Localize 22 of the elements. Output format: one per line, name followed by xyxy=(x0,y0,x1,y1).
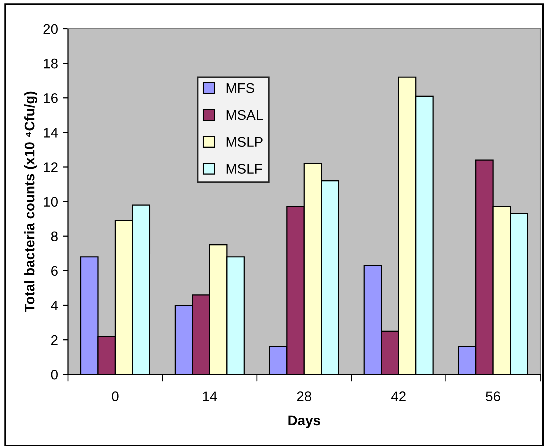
y-tick-label: 4 xyxy=(51,300,58,311)
x-axis-title: Days xyxy=(288,416,320,428)
y-tick-label: 18 xyxy=(44,58,58,69)
x-tick-label: 0 xyxy=(112,392,119,402)
legend-label: MSLP xyxy=(226,137,263,148)
x-tick-label: 28 xyxy=(297,392,312,402)
y-tick-label: 0 xyxy=(51,370,58,380)
y-tick-label: 20 xyxy=(44,24,58,34)
y-tick-label: 6 xyxy=(52,266,58,276)
x-tick-label: 42 xyxy=(391,392,406,402)
y-tick-label: 14 xyxy=(44,128,58,138)
y-tick-label: 2 xyxy=(52,335,58,346)
x-tick-label: 56 xyxy=(486,392,500,402)
legend-label: MFS xyxy=(226,83,254,94)
y-tick-label: 16 xyxy=(44,93,58,104)
x-tick-label: 14 xyxy=(203,392,218,402)
y-axis-title: Total bacteria counts (x10 ⁴Cfu/g) xyxy=(24,92,38,312)
y-tick-label: 12 xyxy=(44,162,58,172)
legend-label: MSLF xyxy=(226,164,262,174)
y-tick-label: 10 xyxy=(44,197,58,207)
y-tick-label: 8 xyxy=(51,232,58,242)
legend-label: MSAL xyxy=(226,110,264,120)
